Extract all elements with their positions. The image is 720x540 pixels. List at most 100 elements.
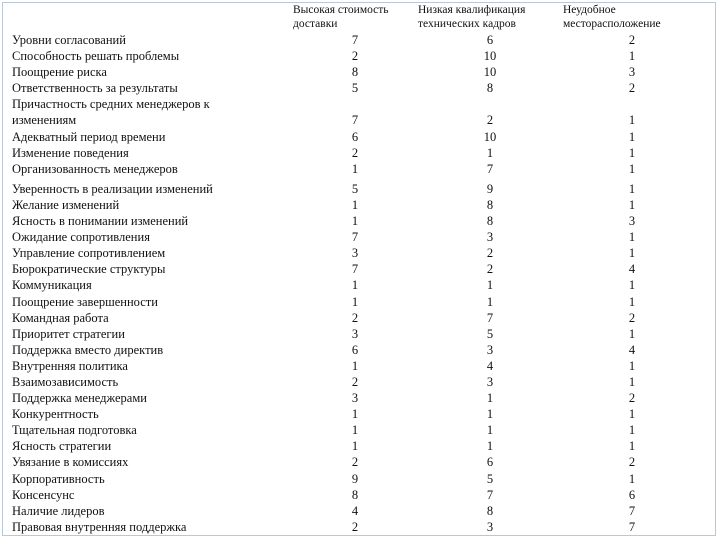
cell-value: 1 bbox=[351, 214, 359, 229]
column-header: Высокая стоимость доставки bbox=[293, 4, 389, 30]
cell-value: 9 bbox=[351, 471, 359, 486]
cell-value: 2 bbox=[351, 455, 359, 470]
row-label: Тщательная подготовка bbox=[12, 423, 137, 438]
table-row: Увязание в комиссиях 2 6 2 bbox=[0, 454, 720, 470]
cell-value: 7 bbox=[486, 161, 494, 176]
column-header: Низкая квалификация технических кадров bbox=[418, 4, 526, 30]
row-label: Желание изменений bbox=[12, 197, 120, 212]
row-label: Организованность менеджеров bbox=[12, 161, 178, 176]
table-row: Адекватный период времени 6 10 1 bbox=[0, 129, 720, 145]
cell-value: 6 bbox=[351, 342, 359, 357]
cell-value: 2 bbox=[486, 262, 494, 277]
cell-value: 4 bbox=[351, 503, 359, 518]
table-body: Уровни согласований 7 6 2 Способность решать… bbox=[0, 32, 720, 535]
cell-value: 1 bbox=[628, 246, 636, 261]
cell-value: 3 bbox=[486, 374, 494, 389]
cell-value: 1 bbox=[628, 423, 636, 438]
cell-value: 1 bbox=[486, 423, 494, 438]
table-row: Коммуникация 1 1 1 bbox=[0, 277, 720, 293]
table-row: Конкурентность 1 1 1 bbox=[0, 406, 720, 422]
row-label: Корпоративность bbox=[12, 471, 105, 486]
table-row: Желание изменений 1 8 1 bbox=[0, 197, 720, 213]
cell-value: 1 bbox=[351, 439, 359, 454]
cell-value: 1 bbox=[628, 278, 636, 293]
cell-value: 1 bbox=[486, 439, 494, 454]
cell-value: 1 bbox=[628, 161, 636, 176]
row-label: Ясность стратегии bbox=[12, 439, 112, 454]
cell-value: 7 bbox=[628, 503, 636, 518]
table-row: Бюрократические структуры 7 2 4 bbox=[0, 261, 720, 277]
cell-value: 3 bbox=[351, 326, 359, 341]
cell-value: 5 bbox=[351, 181, 359, 196]
row-label: Правовая внутренняя поддержка bbox=[12, 519, 187, 534]
row-label: Поддержка менеджерами bbox=[12, 391, 147, 406]
cell-value: 2 bbox=[628, 310, 636, 325]
row-label: Причастность средних менеджеров к измене… bbox=[12, 97, 210, 128]
cell-value: 1 bbox=[486, 145, 494, 160]
cell-value: 1 bbox=[351, 358, 359, 373]
cell-value: 8 bbox=[351, 487, 359, 502]
cell-value: 1 bbox=[628, 113, 636, 128]
cell-value: 10 bbox=[483, 49, 497, 64]
table-row: Консенсунс 8 7 6 bbox=[0, 487, 720, 503]
cell-value: 2 bbox=[351, 49, 359, 64]
cell-value: 1 bbox=[628, 181, 636, 196]
cell-value: 8 bbox=[486, 81, 494, 96]
table-row: Поддержка менеджерами 3 1 2 bbox=[0, 390, 720, 406]
cell-value: 8 bbox=[486, 197, 494, 212]
cell-value: 1 bbox=[628, 407, 636, 422]
cell-value: 2 bbox=[628, 81, 636, 96]
table-row: Причастность средних менеджеров к измене… bbox=[0, 96, 720, 128]
cell-value: 7 bbox=[486, 487, 494, 502]
cell-value: 1 bbox=[628, 230, 636, 245]
cell-value: 1 bbox=[351, 278, 359, 293]
cell-value: 7 bbox=[628, 519, 636, 534]
row-label: Конкурентность bbox=[12, 407, 99, 422]
cell-value: 2 bbox=[351, 310, 359, 325]
cell-value: 7 bbox=[351, 33, 359, 47]
cell-value: 1 bbox=[351, 294, 359, 309]
table-row: Правовая внутренняя поддержка 2 3 7 bbox=[0, 519, 720, 535]
cell-value: 1 bbox=[351, 407, 359, 422]
cell-value: 3 bbox=[628, 214, 636, 229]
table-row: Тщательная подготовка 1 1 1 bbox=[0, 422, 720, 438]
cell-value: 2 bbox=[628, 455, 636, 470]
cell-value: 2 bbox=[628, 391, 636, 406]
cell-value: 3 bbox=[351, 246, 359, 261]
table-row: Управление сопротивлением 3 2 1 bbox=[0, 245, 720, 261]
cell-value: 3 bbox=[351, 391, 359, 406]
row-label: Консенсунс bbox=[12, 487, 75, 502]
table-row: Изменение поведения 2 1 1 bbox=[0, 145, 720, 161]
cell-value: 6 bbox=[486, 455, 494, 470]
table-row: Уровни согласований 7 6 2 bbox=[0, 32, 720, 48]
table-row: Поощрение завершенности 1 1 1 bbox=[0, 294, 720, 310]
row-label: Наличие лидеров bbox=[12, 503, 105, 518]
cell-value: 1 bbox=[486, 278, 494, 293]
cell-value: 8 bbox=[486, 503, 494, 518]
cell-value: 8 bbox=[351, 65, 359, 80]
cell-value: 9 bbox=[486, 181, 494, 196]
cell-value: 6 bbox=[486, 33, 494, 47]
row-label: Поощрение риска bbox=[12, 65, 107, 80]
row-label: Бюрократические структуры bbox=[12, 262, 166, 277]
cell-value: 4 bbox=[486, 358, 494, 373]
cell-value: 1 bbox=[628, 326, 636, 341]
cell-value: 1 bbox=[351, 161, 359, 176]
cell-value: 2 bbox=[351, 519, 359, 534]
row-label: Ответственность за результаты bbox=[12, 81, 178, 96]
cell-value: 1 bbox=[486, 294, 494, 309]
row-label: Поощрение завершенности bbox=[12, 294, 158, 309]
row-label: Изменение поведения bbox=[12, 145, 129, 160]
cell-value: 7 bbox=[351, 262, 359, 277]
table-row: Уверенность в реализации изменений 5 9 1 bbox=[0, 181, 720, 197]
cell-value: 2 bbox=[628, 33, 636, 47]
cell-value: 1 bbox=[628, 197, 636, 212]
cell-value: 1 bbox=[628, 49, 636, 64]
cell-value: 3 bbox=[486, 342, 494, 357]
table-row: Ответственность за результаты 5 8 2 bbox=[0, 80, 720, 96]
row-label: Взаимозависимость bbox=[12, 374, 119, 389]
table-row: Взаимозависимость 2 3 1 bbox=[0, 374, 720, 390]
row-label: Внутренняя политика bbox=[12, 358, 128, 373]
row-label: Способность решать проблемы bbox=[12, 49, 180, 64]
